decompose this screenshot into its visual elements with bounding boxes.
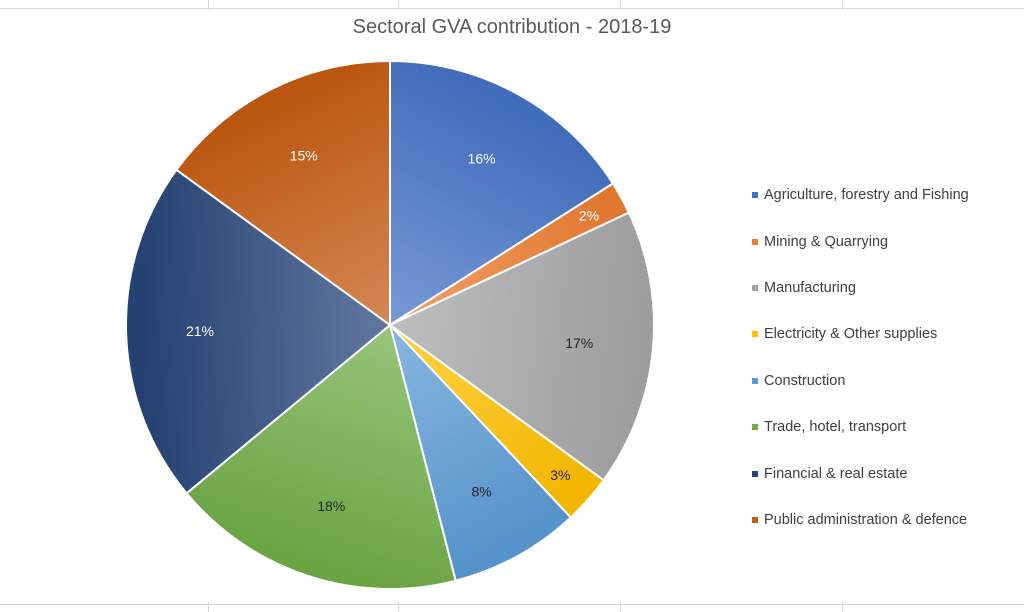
sheet-gridline [398, 602, 399, 612]
legend-item-electricity-other-supplies: Electricity & Other supplies [752, 311, 969, 357]
legend-swatch [752, 470, 758, 477]
data-label-construction: 8% [471, 484, 491, 500]
legend-item-manufacturing: Manufacturing [752, 265, 969, 311]
sheet-gridline-bottom [0, 604, 1024, 605]
legend-swatch [752, 331, 758, 338]
sheet-gridline [398, 0, 399, 10]
legend-label: Public administration & defence [764, 511, 968, 528]
sheet-gridline [620, 0, 621, 10]
data-label-trade-hotel-transport: 18% [317, 498, 345, 514]
data-label-manufacturing: 17% [565, 335, 593, 351]
pie-slice-public-administration-defence [175, 59, 391, 327]
chart-title: Sectoral GVA contribution - 2018-19 [352, 16, 672, 38]
sheet-gridline [208, 0, 209, 10]
sheet-gridline [842, 602, 843, 612]
pie-slice-agriculture-forestry-and-fishing [389, 59, 615, 327]
data-label-public-administration-defence: 15% [290, 148, 318, 164]
legend-swatch [752, 192, 758, 199]
data-label-agriculture-forestry-and-fishing: 16% [468, 150, 496, 166]
legend-label: Construction [764, 372, 846, 389]
legend-swatch [752, 284, 758, 291]
legend-swatch [752, 377, 758, 384]
legend-label: Manufacturing [764, 279, 856, 296]
legend-label: Financial & real estate [764, 465, 908, 482]
legend-swatch [752, 238, 758, 245]
legend-label: Agriculture, forestry and Fishing [764, 187, 969, 204]
legend-item-mining-quarrying: Mining & Quarrying [752, 218, 969, 264]
data-label-electricity-other-supplies: 3% [550, 467, 570, 483]
legend-item-financial-real-estate: Financial & real estate [752, 450, 969, 496]
legend-label: Trade, hotel, transport [764, 419, 907, 436]
data-label-financial-real-estate: 21% [186, 323, 214, 339]
sheet-gridline-top [0, 8, 1024, 9]
pie-slice-trade-hotel-transport [185, 323, 457, 590]
legend-item-trade-hotel-transport: Trade, hotel, transport [752, 404, 969, 450]
sheet-gridline [842, 0, 843, 10]
legend-label: Mining & Quarrying [764, 233, 889, 250]
legend-label: Electricity & Other supplies [764, 326, 938, 343]
chart-legend: Agriculture, forestry and Fishing Mining … [752, 172, 969, 543]
legend-item-construction: Construction [752, 358, 969, 404]
pie-slice-construction [389, 324, 573, 582]
sheet-gridline [208, 602, 209, 612]
legend-swatch [752, 424, 758, 431]
pie-slice-manufacturing [388, 211, 655, 482]
legend-item-agriculture-forestry-and-fishing: Agriculture, forestry and Fishing [752, 172, 969, 218]
data-label-mining-quarrying: 2% [579, 208, 599, 224]
legend-item-public-administration-defence: Public administration & defence [752, 497, 969, 543]
legend-swatch [752, 516, 758, 523]
sheet-gridline [620, 602, 621, 612]
pie-slice-financial-real-estate [125, 168, 392, 495]
